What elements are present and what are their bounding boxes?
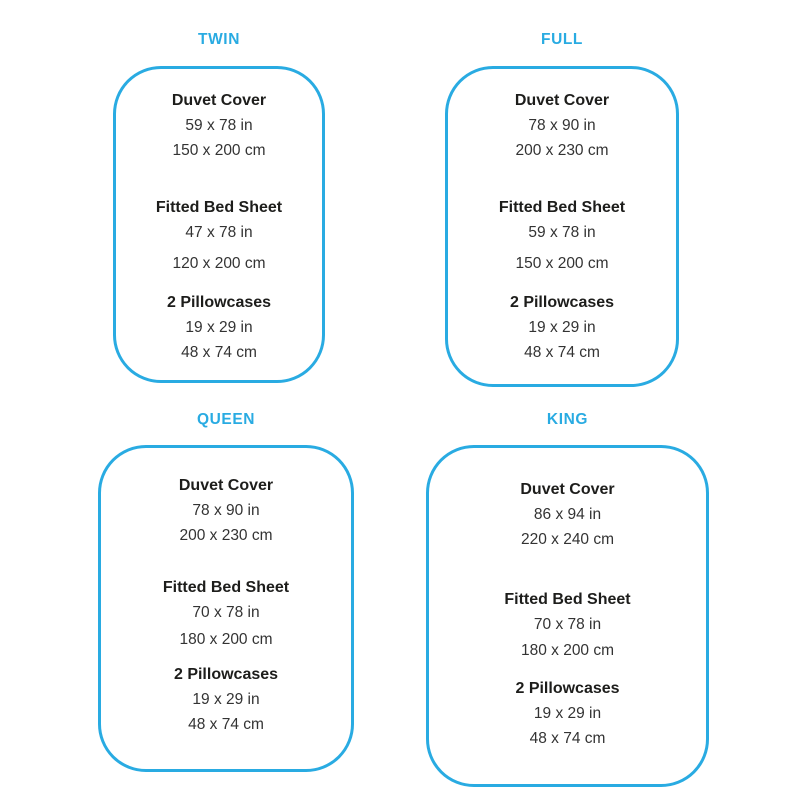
- size-title-king: KING: [546, 411, 589, 428]
- size-title-queen: QUEEN: [196, 411, 256, 428]
- section-pillowcases: 2 Pillowcases 19 x 29 in 48 x 74 cm: [429, 676, 706, 751]
- size-box-twin: Duvet Cover 59 x 78 in 150 x 200 cm Fitt…: [113, 66, 325, 383]
- dimension-inches: 78 x 90 in: [528, 117, 596, 134]
- dimension-cm: 48 x 74 cm: [181, 344, 257, 361]
- section-pillowcases: 2 Pillowcases 19 x 29 in 48 x 74 cm: [101, 662, 351, 737]
- dimension-inches: 19 x 29 in: [528, 319, 596, 336]
- item-label: Fitted Bed Sheet: [162, 579, 290, 596]
- item-label: Duvet Cover: [520, 481, 615, 498]
- item-label: 2 Pillowcases: [515, 680, 620, 697]
- dimension-cm: 180 x 200 cm: [520, 642, 615, 659]
- dimension-cm: 220 x 240 cm: [520, 531, 615, 548]
- section-duvet-cover: Duvet Cover 78 x 90 in 200 x 230 cm: [101, 473, 351, 548]
- dimension-inches: 47 x 78 in: [185, 224, 253, 241]
- dimension-cm: 180 x 200 cm: [179, 631, 273, 648]
- dimension-cm: 120 x 200 cm: [172, 255, 266, 272]
- size-box-full: Duvet Cover 78 x 90 in 200 x 230 cm Fitt…: [445, 66, 679, 387]
- size-box-queen: Duvet Cover 78 x 90 in 200 x 230 cm Fitt…: [98, 445, 354, 772]
- dimension-inches: 19 x 29 in: [185, 319, 253, 336]
- item-label: 2 Pillowcases: [173, 666, 279, 683]
- panel-twin: TWIN Duvet Cover 59 x 78 in 150 x 200 cm…: [113, 30, 325, 383]
- dimension-inches: 70 x 78 in: [192, 604, 260, 621]
- size-title-twin: TWIN: [198, 31, 240, 48]
- panel-full: FULL Duvet Cover 78 x 90 in 200 x 230 cm…: [445, 30, 679, 387]
- item-label: Fitted Bed Sheet: [504, 591, 631, 608]
- item-label: Duvet Cover: [178, 477, 274, 494]
- panel-queen: QUEEN Duvet Cover 78 x 90 in 200 x 230 c…: [98, 410, 354, 772]
- dimension-cm: 48 x 74 cm: [529, 730, 606, 747]
- dimension-cm: 150 x 200 cm: [172, 142, 266, 159]
- dimension-inches: 19 x 29 in: [533, 705, 602, 722]
- section-duvet-cover: Duvet Cover 59 x 78 in 150 x 200 cm: [116, 88, 322, 163]
- section-duvet-cover: Duvet Cover 78 x 90 in 200 x 230 cm: [448, 88, 676, 163]
- dimension-inches: 86 x 94 in: [533, 506, 602, 523]
- dimension-inches: 19 x 29 in: [192, 691, 260, 708]
- size-title-full: FULL: [541, 31, 583, 48]
- item-label: Fitted Bed Sheet: [155, 199, 283, 216]
- section-pillowcases: 2 Pillowcases 19 x 29 in 48 x 74 cm: [448, 290, 676, 365]
- section-fitted-bed-sheet: Fitted Bed Sheet 70 x 78 in 180 x 200 cm: [429, 587, 706, 663]
- dimension-cm: 48 x 74 cm: [524, 344, 600, 361]
- dimension-cm: 150 x 200 cm: [515, 255, 609, 272]
- panel-king: KING Duvet Cover 86 x 94 in 220 x 240 cm…: [426, 410, 709, 787]
- dimension-cm: 200 x 230 cm: [515, 142, 609, 159]
- section-pillowcases: 2 Pillowcases 19 x 29 in 48 x 74 cm: [116, 290, 322, 365]
- item-label: 2 Pillowcases: [509, 294, 615, 311]
- item-label: Duvet Cover: [514, 92, 610, 109]
- dimension-cm: 200 x 230 cm: [179, 527, 273, 544]
- section-fitted-bed-sheet: Fitted Bed Sheet 47 x 78 in 120 x 200 cm: [116, 195, 322, 276]
- item-label: Fitted Bed Sheet: [498, 199, 626, 216]
- dimension-inches: 78 x 90 in: [192, 502, 260, 519]
- dimension-cm: 48 x 74 cm: [188, 716, 264, 733]
- section-fitted-bed-sheet: Fitted Bed Sheet 59 x 78 in 150 x 200 cm: [448, 195, 676, 276]
- dimension-inches: 70 x 78 in: [533, 616, 602, 633]
- section-duvet-cover: Duvet Cover 86 x 94 in 220 x 240 cm: [429, 477, 706, 552]
- section-fitted-bed-sheet: Fitted Bed Sheet 70 x 78 in 180 x 200 cm: [101, 575, 351, 652]
- dimension-inches: 59 x 78 in: [185, 117, 253, 134]
- dimension-inches: 59 x 78 in: [528, 224, 596, 241]
- size-box-king: Duvet Cover 86 x 94 in 220 x 240 cm Fitt…: [426, 445, 709, 787]
- item-label: Duvet Cover: [171, 92, 267, 109]
- item-label: 2 Pillowcases: [166, 294, 272, 311]
